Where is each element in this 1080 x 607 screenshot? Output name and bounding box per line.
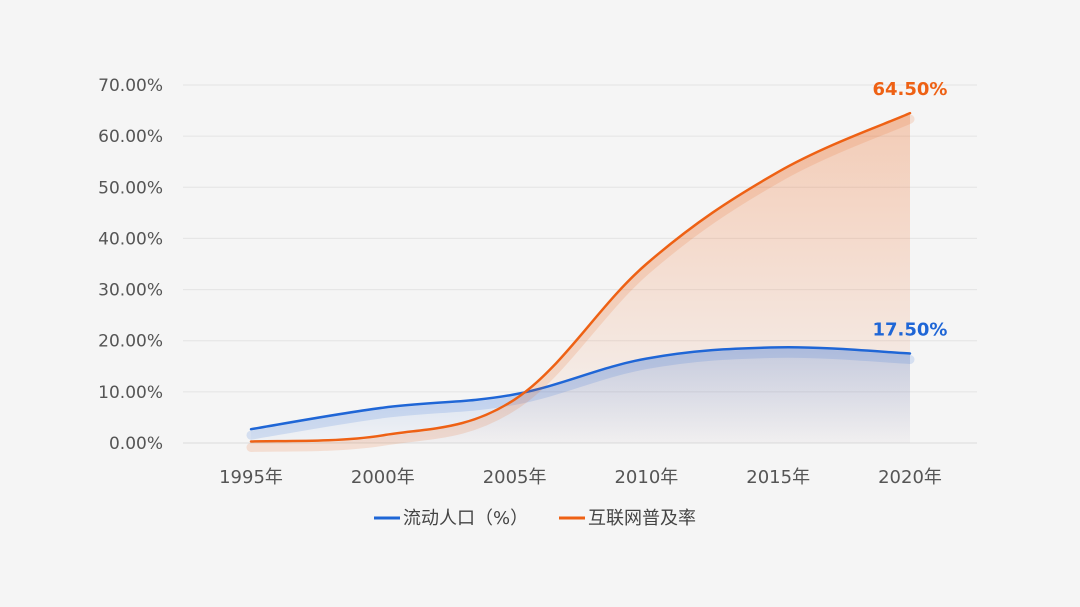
legend-item-floating-population[interactable]: 流动人口（%） — [374, 508, 528, 529]
line-shadow-internet-penetration — [246, 114, 915, 452]
legend-item-internet-penetration[interactable]: 互联网普及率 — [559, 508, 696, 529]
end-labels: 17.50% 64.50% — [873, 79, 948, 340]
x-tick-label: 2000年 — [351, 467, 415, 488]
y-tick-label: 50.00% — [98, 178, 163, 198]
x-tick-label: 2005年 — [483, 467, 547, 488]
y-tick-label: 10.00% — [98, 383, 163, 403]
legend-label-internet-penetration: 互联网普及率 — [588, 508, 696, 529]
y-tick-label: 30.00% — [98, 281, 163, 301]
x-tick-label: 1995年 — [219, 467, 283, 488]
y-tick-label: 40.00% — [98, 229, 163, 249]
x-tick-label: 2020年 — [878, 467, 942, 488]
x-tick-label: 2015年 — [746, 467, 810, 488]
y-tick-label: 0.00% — [109, 434, 163, 454]
x-tick-label: 2010年 — [614, 467, 678, 488]
y-tick-label: 60.00% — [98, 127, 163, 147]
area-floating-population — [251, 347, 910, 443]
end-label-floating-population: 17.50% — [873, 320, 948, 341]
line-floating-population — [249, 346, 912, 431]
line-internet-penetration — [249, 111, 912, 443]
y-tick-label: 70.00% — [98, 76, 163, 96]
y-tick-label: 20.00% — [98, 332, 163, 352]
legend: 流动人口（%） 互联网普及率 — [374, 508, 696, 529]
line-shadow-floating-population — [246, 348, 915, 440]
legend-label-floating-population: 流动人口（%） — [403, 508, 528, 529]
end-label-internet-penetration: 64.50% — [873, 79, 948, 100]
area-fills — [251, 113, 910, 443]
series-lines — [246, 111, 915, 452]
x-axis: 1995年 2000年 2005年 2010年 2015年 2020年 — [219, 467, 942, 488]
y-axis: 0.00% 10.00% 20.00% 30.00% 40.00% 50.00% 60.00… — [98, 76, 163, 454]
